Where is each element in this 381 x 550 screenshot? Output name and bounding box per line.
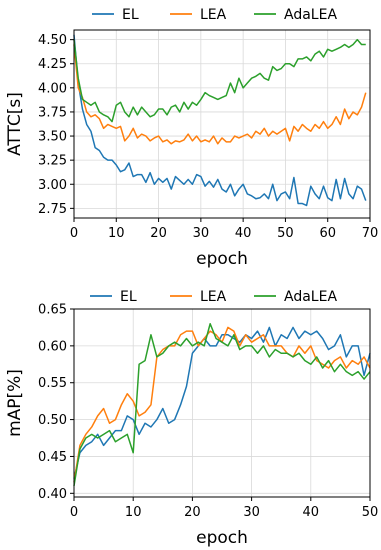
attc-ytick-label-7: 4.50 — [38, 33, 67, 48]
attc-xtick-label-6: 60 — [319, 226, 336, 241]
attc-series-line-adalea — [73, 38, 366, 123]
attc-xtick-label-4: 40 — [235, 226, 252, 241]
attc-plot-frame — [73, 29, 371, 219]
map-chart: 0 10 20 30 40 50 0.40 0.45 0.50 0.55 0.60 0.65 epoch… — [5, 289, 378, 548]
attc-x-axis-label: epoch — [196, 249, 248, 269]
map-xtick-label-2: 20 — [184, 505, 201, 520]
map-ytick-label-3: 0.55 — [38, 376, 67, 391]
map-plot-frame — [73, 308, 371, 498]
map-ytick-label-1: 0.45 — [38, 450, 67, 465]
map-ytick-label-4: 0.60 — [38, 339, 67, 354]
map-xtick-label-0: 0 — [70, 505, 78, 520]
attc-ytick-label-5: 4.00 — [38, 81, 67, 96]
attc-xtick-label-2: 20 — [150, 226, 167, 241]
attc-series-line-lea — [73, 44, 367, 145]
map-ytick-label-0: 0.40 — [38, 487, 67, 502]
map-series-line-lea — [73, 326, 371, 483]
attc-legend-label-el: EL — [122, 7, 139, 23]
attc-xtick-label-3: 30 — [193, 226, 210, 241]
attc-ytick-label-3: 3.50 — [38, 130, 67, 145]
map-ytick-label-2: 0.50 — [38, 413, 67, 428]
attc-ytick-label-2: 3.25 — [38, 154, 67, 169]
attc-xtick-label-1: 10 — [108, 226, 125, 241]
map-y-axis-label: mAP[%] — [5, 369, 25, 437]
map-xtick-label-3: 30 — [243, 505, 260, 520]
attc-chart: 0 10 20 30 40 50 60 70 2.75 3.00 3.25 3.50 3.75 4.00 4… — [5, 7, 378, 269]
attc-xtick-label-0: 0 — [70, 226, 78, 241]
attc-legend-label-adalea: AdaLEA — [284, 7, 337, 23]
map-legend-label-el: EL — [120, 289, 137, 305]
attc-legend-label-lea: LEA — [200, 7, 227, 23]
map-x-axis-label: epoch — [196, 528, 248, 548]
attc-ytick-label-1: 3.00 — [38, 178, 67, 193]
attc-xtick-label-5: 50 — [277, 226, 294, 241]
map-xtick-label-1: 10 — [125, 505, 142, 520]
map-series-line-adalea — [73, 323, 371, 487]
attc-series-line-el — [73, 34, 367, 207]
attc-y-axis-label: ATTC[s] — [5, 92, 25, 156]
attc-xtick-label-7: 70 — [362, 226, 379, 241]
map-series-line-el — [73, 326, 371, 479]
attc-ytick-label-4: 3.75 — [38, 105, 67, 120]
map-legend-label-lea: LEA — [200, 289, 227, 305]
attc-ytick-label-6: 4.25 — [38, 57, 67, 72]
map-xtick-label-5: 50 — [362, 505, 379, 520]
attc-ytick-label-0: 2.75 — [38, 202, 67, 217]
map-ytick-label-5: 0.65 — [38, 303, 67, 318]
map-legend-label-adalea: AdaLEA — [284, 289, 337, 305]
map-xtick-label-4: 40 — [303, 505, 320, 520]
